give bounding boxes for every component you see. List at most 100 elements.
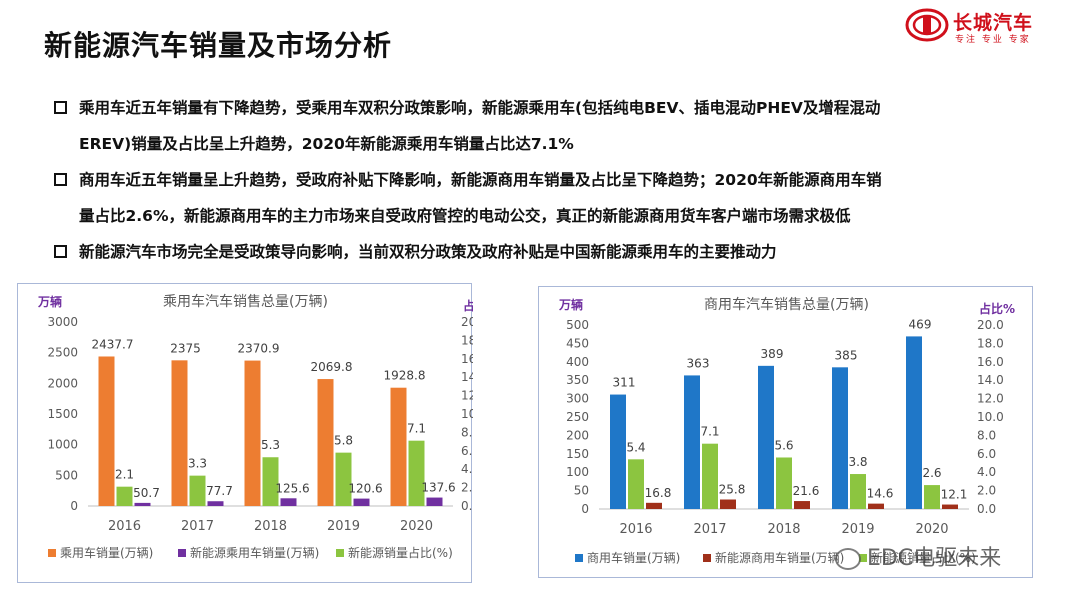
legend-swatch <box>575 554 583 562</box>
nev-sales-data-label: 77.7 <box>206 484 233 498</box>
right-tick-label: 14.0 <box>977 373 1004 387</box>
total-sales-bar <box>684 375 700 509</box>
total-sales-bar <box>98 356 115 506</box>
right-tick-label: 6.0 <box>977 447 996 461</box>
nev-share-bar <box>850 474 866 509</box>
x-tick-label: 2016 <box>619 522 652 537</box>
nev-share-data-label: 7.1 <box>407 422 426 436</box>
left-tick-label: 2500 <box>47 346 78 360</box>
bullet-text-line: 新能源汽车市场完全是受政策导向影响，当前双积分政策及政府补贴是中国新能源乘用车的… <box>79 243 777 261</box>
left-tick-label: 500 <box>55 468 78 482</box>
right-tick-label: 0.0 <box>977 502 996 516</box>
nev-sales-bar <box>353 498 370 506</box>
x-tick-label: 2020 <box>915 522 948 537</box>
left-tick-label: 400 <box>566 355 589 369</box>
nev-sales-data-label: 125.6 <box>275 481 309 495</box>
bullet-text-line: 乘用车近五年销量有下降趋势，受乘用车双积分政策影响，新能源乘用车(包括纯电BEV… <box>79 99 881 117</box>
nev-sales-data-label: 120.6 <box>348 482 382 496</box>
wechat-icon <box>835 548 861 570</box>
legend-label: 乘用车销量(万辆) <box>60 545 153 560</box>
right-tick-label: 20.0 <box>977 318 1004 332</box>
total-sales-data-label: 2370.9 <box>238 342 280 356</box>
left-tick-label: 200 <box>566 428 589 442</box>
total-sales-data-label: 389 <box>761 347 784 361</box>
chart-svg: 乘用车汽车销售总量(万辆) 万辆 占比% 0 500 1000 1500 2000 2500 30… <box>37 293 473 560</box>
x-tick-label: 2016 <box>108 519 141 534</box>
nev-share-bar <box>116 486 133 506</box>
legend-swatch <box>336 549 344 557</box>
nev-share-bar <box>702 443 718 509</box>
watermark: EDC电驱未来 <box>835 540 1001 572</box>
left-tick-label: 250 <box>566 410 589 424</box>
x-tick-label: 2019 <box>327 519 360 534</box>
right-tick-label: 14.0 <box>461 370 473 384</box>
total-sales-data-label: 469 <box>909 317 932 331</box>
page-title: 新能源汽车销量及市场分析 <box>44 29 393 62</box>
left-tick-label: 150 <box>566 447 589 461</box>
nev-sales-bar <box>134 502 151 506</box>
x-tick-label: 2019 <box>841 522 874 537</box>
total-sales-bar <box>832 367 848 509</box>
legend-label: 新能源商用车销量(万辆) <box>715 550 844 565</box>
total-sales-data-label: 363 <box>687 356 710 370</box>
nev-share-bar <box>776 457 792 509</box>
left-axis-label: 万辆 <box>558 297 583 312</box>
nev-share-data-label: 5.4 <box>626 440 645 454</box>
total-sales-data-label: 2069.8 <box>311 360 353 374</box>
left-tick-label: 0 <box>581 502 589 516</box>
nev-share-data-label: 2.1 <box>115 468 134 482</box>
right-tick-label: 12.0 <box>461 389 473 403</box>
nev-sales-data-label: 137.6 <box>421 481 455 495</box>
nev-share-data-label: 5.3 <box>261 438 280 452</box>
bullet-list: 乘用车近五年销量有下降趋势，受乘用车双积分政策影响，新能源乘用车(包括纯电BEV… <box>52 90 1052 270</box>
right-tick-label: 10.0 <box>461 407 473 421</box>
nev-share-bar <box>189 475 206 506</box>
brand-slogan: 专注 专业 专家 <box>955 35 1031 45</box>
legend-swatch <box>859 554 867 562</box>
nev-sales-bar <box>942 504 958 509</box>
bullet-text-line: 商用车近五年销量呈上升趋势，受政府补贴下降影响，新能源商用车销量及占比呈下降趋势… <box>79 171 882 189</box>
legend-swatch <box>48 549 56 557</box>
bullet-item: 乘用车近五年销量有下降趋势，受乘用车双积分政策影响，新能源乘用车(包括纯电BEV… <box>52 90 1052 162</box>
nev-sales-bar <box>720 499 736 509</box>
right-tick-label: 16.0 <box>977 355 1004 369</box>
total-sales-bar <box>906 336 922 509</box>
nev-sales-data-label: 12.1 <box>941 488 968 502</box>
nev-share-bar <box>262 457 279 506</box>
total-sales-bar <box>610 394 626 509</box>
nev-share-bar <box>628 459 644 509</box>
total-sales-bar <box>317 379 334 506</box>
left-tick-label: 100 <box>566 465 589 479</box>
total-sales-bar <box>758 365 774 509</box>
nev-sales-bar <box>646 502 662 509</box>
right-tick-label: 6.0 <box>461 444 473 458</box>
left-tick-label: 350 <box>566 373 589 387</box>
left-tick-label: 500 <box>566 318 589 332</box>
chart-title: 商用车汽车销售总量(万辆) <box>704 296 869 313</box>
legend-label: 新能源乘用车销量(万辆) <box>190 545 319 560</box>
nev-sales-bar <box>868 503 884 509</box>
right-tick-label: 8.0 <box>461 425 473 439</box>
chart-svg: 商用车汽车销售总量(万辆) 万辆 占比% 0 50 100 150 200 250 300 350 4… <box>558 296 1015 565</box>
x-tick-label: 2020 <box>400 519 433 534</box>
legend-label: 商用车销量(万辆) <box>587 550 680 565</box>
left-tick-label: 450 <box>566 336 589 350</box>
left-tick-label: 1500 <box>47 407 78 421</box>
nev-share-data-label: 5.6 <box>774 438 793 452</box>
nev-sales-bar <box>794 501 810 509</box>
bullet-item: 新能源汽车市场完全是受政策导向影响，当前双积分政策及政府补贴是中国新能源乘用车的… <box>52 234 1052 270</box>
total-sales-data-label: 385 <box>835 348 858 362</box>
bullet-item: 商用车近五年销量呈上升趋势，受政府补贴下降影响，新能源商用车销量及占比呈下降趋势… <box>52 162 1052 234</box>
right-tick-label: 0.0 <box>461 499 473 513</box>
x-tick-label: 2017 <box>181 519 214 534</box>
right-tick-label: 18.0 <box>461 333 473 347</box>
legend-swatch <box>703 554 711 562</box>
right-tick-label: 4.0 <box>977 465 996 479</box>
left-tick-label: 50 <box>574 484 589 498</box>
nev-sales-data-label: 50.7 <box>133 486 160 500</box>
nev-sales-bar <box>426 497 443 506</box>
bullet-square-icon <box>54 245 67 258</box>
chart-title: 乘用车汽车销售总量(万辆) <box>163 293 328 310</box>
nev-share-data-label: 3.3 <box>188 457 207 471</box>
total-sales-bar <box>390 387 407 506</box>
